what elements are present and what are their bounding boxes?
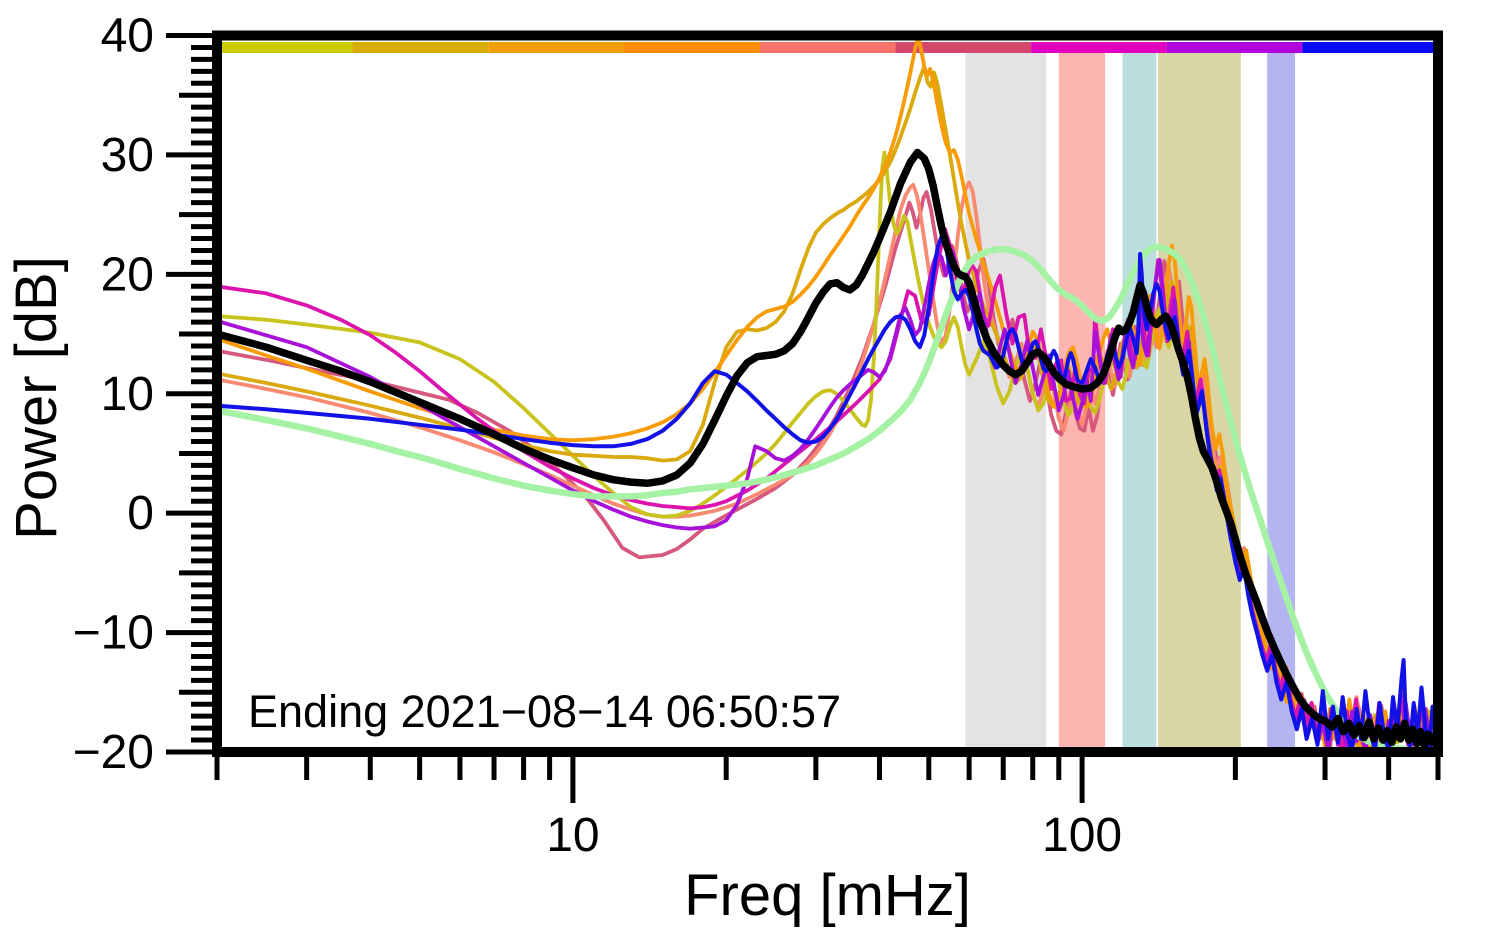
band-2 (1122, 53, 1157, 747)
y-axis-title: Power [dB] (4, 256, 69, 540)
colorbar-segment-6 (1031, 42, 1167, 53)
y-tick-label--20: −20 (73, 726, 154, 779)
colorbar-segment-7 (1166, 42, 1303, 53)
curve-salmon (222, 180, 1433, 748)
colorbar-segment-0 (222, 42, 353, 53)
x-tick-label-100: 100 (1042, 809, 1122, 862)
x-tick-label-10: 10 (546, 809, 599, 862)
y-tick-label-10: 10 (101, 368, 154, 421)
band-4 (1267, 53, 1296, 747)
y-tick-label-30: 30 (101, 129, 154, 182)
curve-blue (222, 234, 1433, 748)
y-tick-label-20: 20 (101, 248, 154, 301)
mode-frequency-bands (965, 53, 1296, 747)
axis-frame (212, 30, 1443, 757)
spectra-curves (222, 39, 1433, 748)
y-tick-label-40: 40 (101, 10, 154, 63)
colorbar-segment-5 (895, 42, 1032, 53)
colorbar-segment-4 (759, 42, 896, 53)
y-tick-label--10: −10 (73, 607, 154, 660)
ending-time-annotation: Ending 2021−08−14 06:50:57 (248, 686, 842, 737)
colorbar-segment-2 (488, 42, 625, 53)
curve-black-mean (222, 148, 1433, 748)
colorbar-segment-3 (624, 42, 760, 53)
axis-ticks (166, 33, 1441, 803)
tick-labels: −20 −10 0 10 20 30 40 10 100 (73, 10, 1123, 863)
curve-palegreen (222, 243, 1433, 748)
x-axis-title: Freq [mHz] (684, 863, 971, 928)
top-frequency-colorbar (222, 42, 1433, 53)
curve-magenta (222, 227, 1433, 748)
y-tick-label-0: 0 (127, 487, 154, 540)
colorbar-segment-1 (352, 42, 489, 53)
curve-rose (222, 189, 1433, 748)
colorbar-segment-8 (1302, 42, 1433, 53)
